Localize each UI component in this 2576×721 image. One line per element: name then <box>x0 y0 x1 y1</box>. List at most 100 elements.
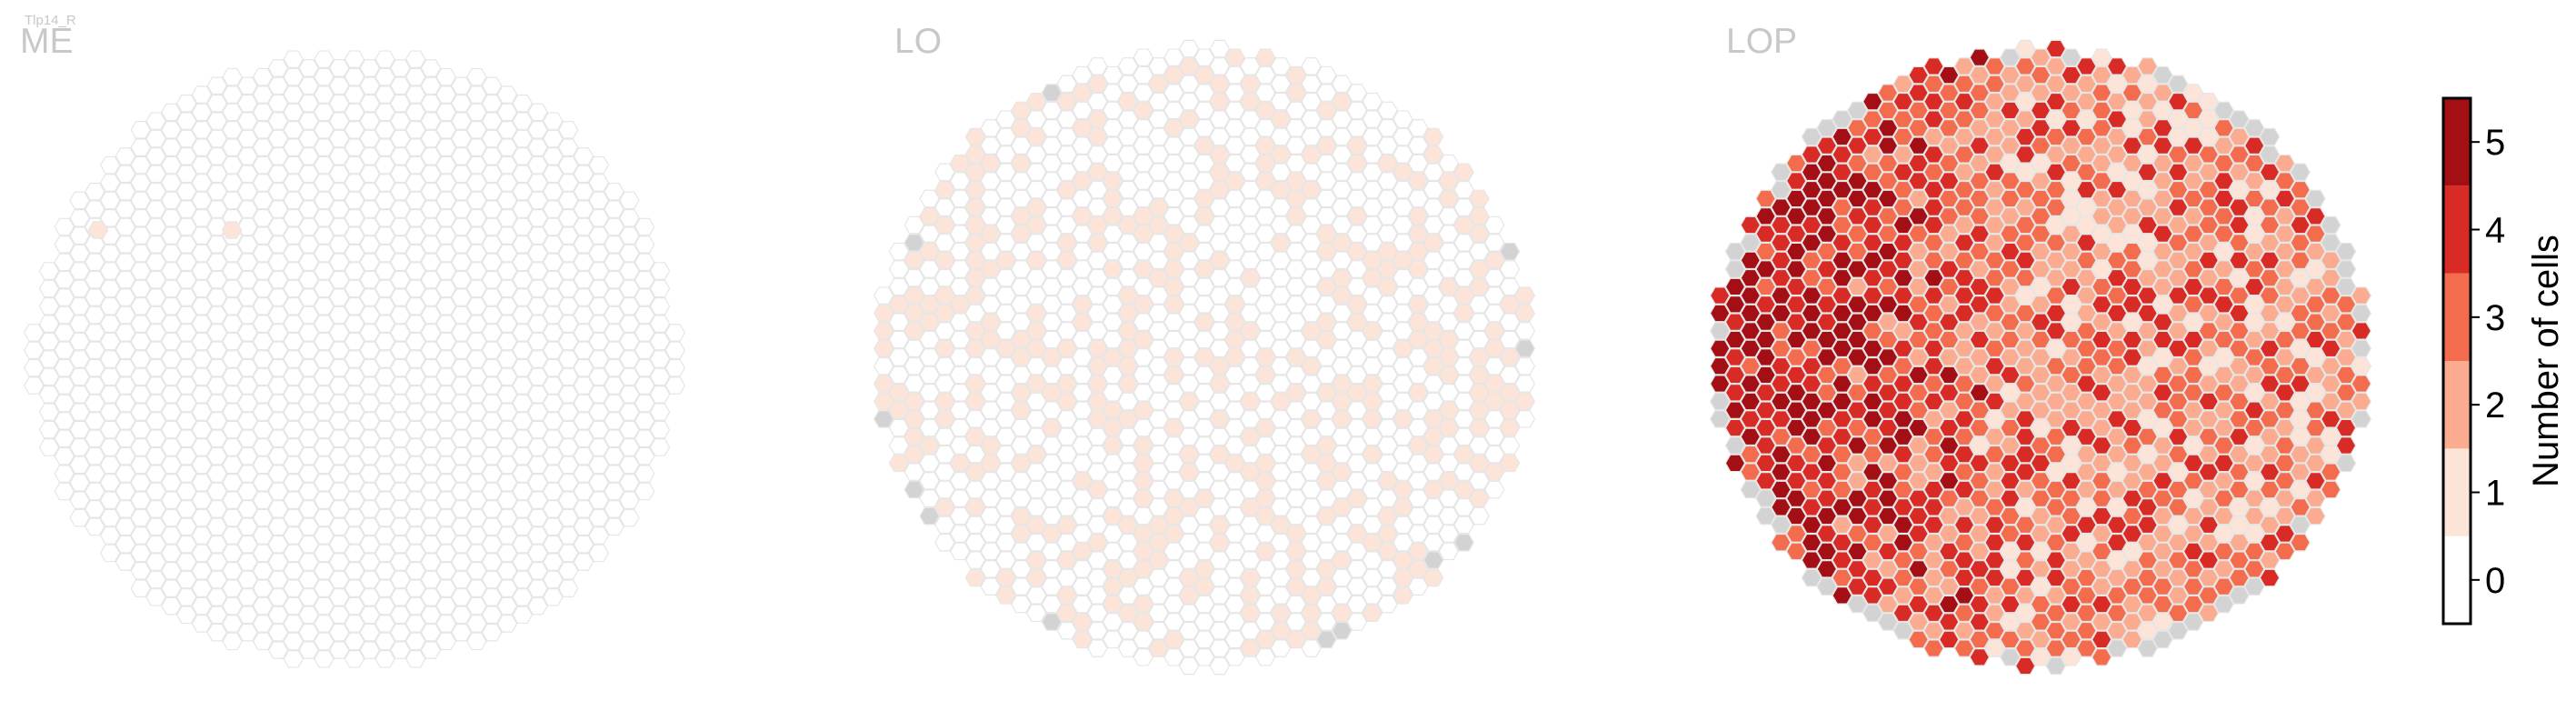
hex-cell <box>1270 463 1292 481</box>
hex-cell <box>1377 525 1398 543</box>
hex-cell <box>145 376 166 395</box>
hex-cell <box>527 262 548 280</box>
hex-cell <box>237 324 258 342</box>
hex-cell <box>1117 516 1139 535</box>
hex-cell <box>496 155 518 175</box>
hex-cell <box>1270 57 1292 75</box>
hex-cell <box>512 324 534 342</box>
hex-cell <box>1072 436 1093 455</box>
hex-cell <box>237 112 258 130</box>
hex-cell-no-data <box>919 506 940 526</box>
hex-cell <box>175 165 197 184</box>
hex-cell <box>873 286 894 305</box>
hex-cell <box>359 182 381 201</box>
hex-cell <box>1301 498 1322 516</box>
hex-cell <box>1423 568 1444 587</box>
hex-cell <box>466 615 487 633</box>
hex-cell <box>420 358 442 377</box>
hex-cell <box>314 244 334 263</box>
hex-cell <box>1011 525 1032 543</box>
hex-cell <box>1407 172 1429 190</box>
hex-cell <box>1407 348 1429 366</box>
hex-cell <box>328 412 350 430</box>
hex-cell <box>420 217 442 236</box>
hex-cell <box>634 288 655 306</box>
hex-cell <box>512 165 534 184</box>
hex-cell <box>1087 498 1108 516</box>
hex-cell <box>1362 516 1383 535</box>
hex-cell <box>206 341 228 360</box>
hex-cell <box>404 544 426 563</box>
hex-cell <box>420 429 442 448</box>
hex-cell <box>1178 516 1200 535</box>
hex-cell <box>1224 436 1245 455</box>
hex-cell <box>1117 621 1139 640</box>
hex-cell <box>466 209 487 227</box>
hex-cell <box>1240 110 1261 128</box>
hex-cell <box>619 350 640 368</box>
hex-cell <box>115 288 136 306</box>
hex-cell <box>543 376 564 395</box>
hex-cell <box>649 262 671 280</box>
hex-cell <box>949 348 971 366</box>
hex-cell <box>1178 92 1200 111</box>
hex-cell <box>934 234 955 252</box>
hex-cell <box>252 209 274 227</box>
hex-cell <box>1407 207 1429 225</box>
hex-cell <box>543 253 564 272</box>
hex-cell <box>1041 525 1063 543</box>
hex-cell <box>1087 163 1108 182</box>
hex-cell <box>527 350 548 368</box>
hex-cell <box>359 465 381 483</box>
hex-cell <box>314 544 334 563</box>
hex-cell <box>38 438 60 456</box>
hex-cell <box>85 358 105 377</box>
hex-cell <box>420 270 442 289</box>
hex-cell <box>130 315 152 333</box>
hex-cell <box>604 270 624 289</box>
hex-cell <box>69 386 90 404</box>
hex-cell <box>1499 454 1521 473</box>
hex-cell <box>267 182 289 201</box>
hex-cell <box>1193 136 1215 155</box>
hex-cell <box>283 67 305 86</box>
hex-cell <box>1056 92 1078 111</box>
hex-cell <box>1163 525 1184 543</box>
hex-cell <box>466 544 487 563</box>
hex-cell <box>995 268 1016 287</box>
hex-cell <box>1240 463 1261 481</box>
hex-cell <box>1346 101 1368 120</box>
hex-cell <box>1393 215 1413 235</box>
hex-cell <box>1407 330 1429 349</box>
hex-cell <box>237 570 258 589</box>
hex-cell <box>390 341 411 360</box>
hex-cell <box>543 570 564 589</box>
hex-cell <box>374 650 395 668</box>
hex-cell <box>995 127 1016 146</box>
hex-cell <box>38 386 60 404</box>
hex-cell <box>451 324 472 342</box>
hex-cell <box>99 420 121 439</box>
hex-cell <box>267 429 289 448</box>
hex-cell <box>1254 630 1276 649</box>
hex-cell <box>1285 313 1307 331</box>
hex-cell <box>1025 180 1047 199</box>
hex-cell <box>934 533 955 552</box>
hex-cell <box>420 288 442 306</box>
hex-cell <box>161 526 182 545</box>
hex-cell <box>1224 384 1245 402</box>
hex-cell <box>1377 172 1398 190</box>
hex-cell <box>1240 92 1261 111</box>
hex-cell <box>466 526 487 545</box>
hex-cell <box>934 180 955 199</box>
hex-cell <box>1362 322 1383 340</box>
hex-cell <box>191 262 213 280</box>
hex-cell <box>919 189 940 208</box>
hex-cell <box>1346 525 1368 543</box>
hex-cell <box>573 517 594 536</box>
hex-cell <box>420 412 442 430</box>
hex-cell <box>1362 268 1383 287</box>
hex-cell <box>1209 392 1231 411</box>
hex-cell <box>161 508 182 527</box>
hex-cell <box>1362 568 1383 587</box>
